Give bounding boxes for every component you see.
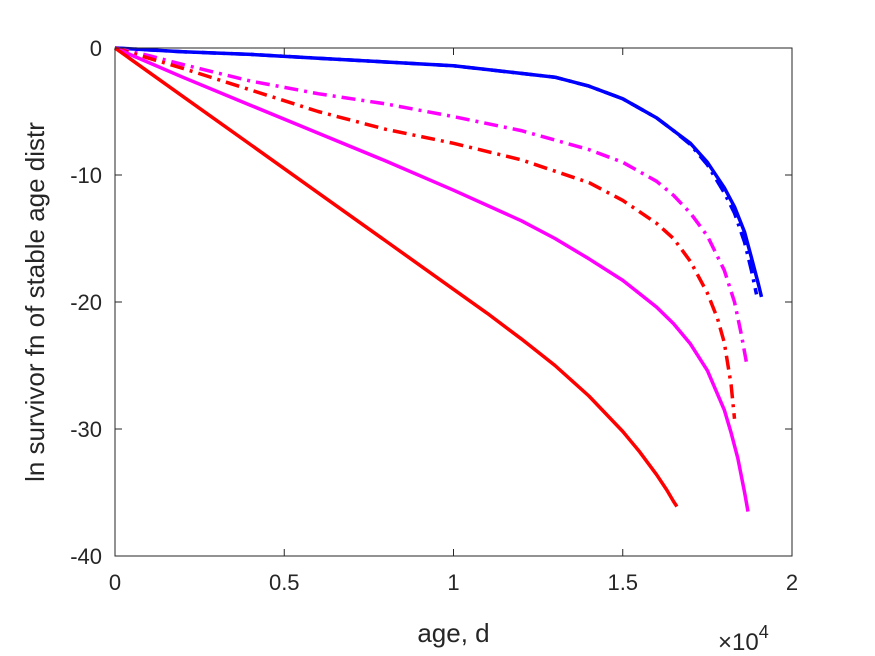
x-axis-label: age, d [417, 618, 489, 648]
y-tick-label: 0 [90, 36, 102, 61]
series-line-4-dashdot [114, 46, 737, 419]
y-tick-label: -10 [70, 163, 102, 188]
x-tick-label: 2 [786, 570, 798, 595]
x-multiplier-base: ×10 [718, 629, 759, 656]
x-tick-label: 1.5 [607, 570, 638, 595]
series-line-2-dashdot [114, 46, 759, 295]
x-tick-label: 0 [109, 570, 121, 595]
tick-layer: 0 0.5 1 1.5 2 0 -10 -20 -30 -40 [70, 36, 798, 595]
series-line-5-solid [114, 46, 750, 512]
x-multiplier-exponent: 4 [759, 622, 769, 642]
y-tick-label: -20 [70, 290, 102, 315]
plot-area [115, 48, 792, 556]
x-multiplier-label: ×104 [718, 622, 769, 656]
y-tick-label: -30 [70, 417, 102, 442]
series-layer [113, 46, 764, 512]
x-tick-label: 0.5 [269, 570, 300, 595]
series-line-3-dashdot [114, 46, 749, 363]
y-axis-label: ln survivor fn of stable age distr [20, 122, 50, 482]
y-tick-label: -40 [70, 544, 102, 569]
series-line-6-solid [113, 46, 679, 508]
x-tick-label: 1 [447, 570, 459, 595]
